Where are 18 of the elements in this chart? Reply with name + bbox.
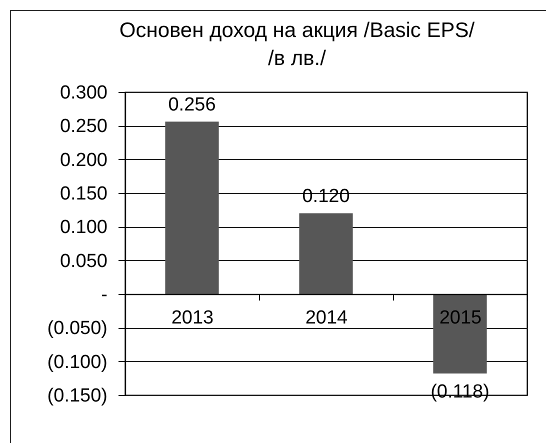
x-tick-label: 2015: [439, 308, 482, 328]
y-tick-label: 0.250: [60, 116, 108, 138]
y-tick-label: (0.050): [47, 318, 108, 340]
y-tick-label: (0.150): [47, 386, 108, 406]
y-tick-label: -: [101, 284, 108, 306]
y-tick-label: 0.200: [60, 150, 108, 171]
x-tick-label: 2013: [171, 308, 214, 328]
bar: [433, 294, 487, 374]
y-tick-label: 0.300: [60, 82, 108, 104]
bar: [165, 122, 219, 294]
bar: [299, 213, 353, 294]
chart-title: Основен доход на акция /Basic EPS/ /в лв./: [119, 19, 475, 70]
y-tick-label: (0.100): [47, 352, 108, 373]
y-tick-label: 0.150: [60, 184, 108, 204]
x-tick-label: 2014: [305, 308, 348, 328]
y-tick-label: 0.050: [60, 250, 108, 272]
data-label: 0.256: [168, 94, 216, 116]
y-tick-label: 0.100: [60, 217, 108, 238]
